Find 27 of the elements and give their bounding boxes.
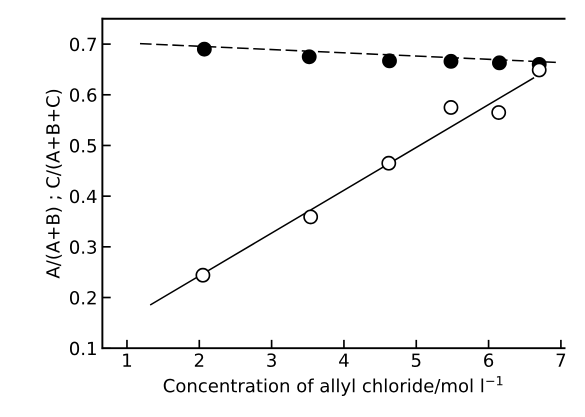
x-tick-label: 7 bbox=[556, 354, 566, 367]
point bbox=[196, 42, 212, 57]
point bbox=[492, 55, 507, 70]
point bbox=[195, 268, 210, 283]
x-tick-label: 5 bbox=[412, 354, 420, 368]
y-tick-label: 0.3 bbox=[70, 240, 96, 254]
point bbox=[382, 53, 397, 68]
y-tick-label: 0.1 bbox=[70, 342, 96, 356]
x-tick-label: 4 bbox=[339, 354, 349, 367]
x-tick-label: 3 bbox=[267, 353, 276, 368]
point bbox=[532, 62, 547, 78]
y-tick-label: 0.4 bbox=[70, 190, 96, 204]
x-tick-label: 6 bbox=[484, 353, 494, 368]
point bbox=[444, 54, 458, 69]
point bbox=[491, 105, 506, 120]
x-tick-label: 1 bbox=[123, 354, 132, 367]
y-tick-label: 0.7 bbox=[70, 38, 96, 52]
y-tick-label: 0.6 bbox=[70, 88, 96, 102]
y-tick-label: 0.2 bbox=[70, 290, 96, 305]
point bbox=[444, 100, 458, 115]
x-axis-title: Concentration of allyl chloride/mol l$^{−1}$ bbox=[164, 376, 502, 396]
y-axis-title: A/(A+B) ; C/(A+B+C) bbox=[46, 90, 62, 279]
x-tick-label: 2 bbox=[194, 353, 204, 367]
point bbox=[303, 210, 318, 224]
point bbox=[302, 49, 317, 64]
y-tick-label: 0.5 bbox=[70, 138, 96, 153]
point bbox=[381, 156, 396, 171]
